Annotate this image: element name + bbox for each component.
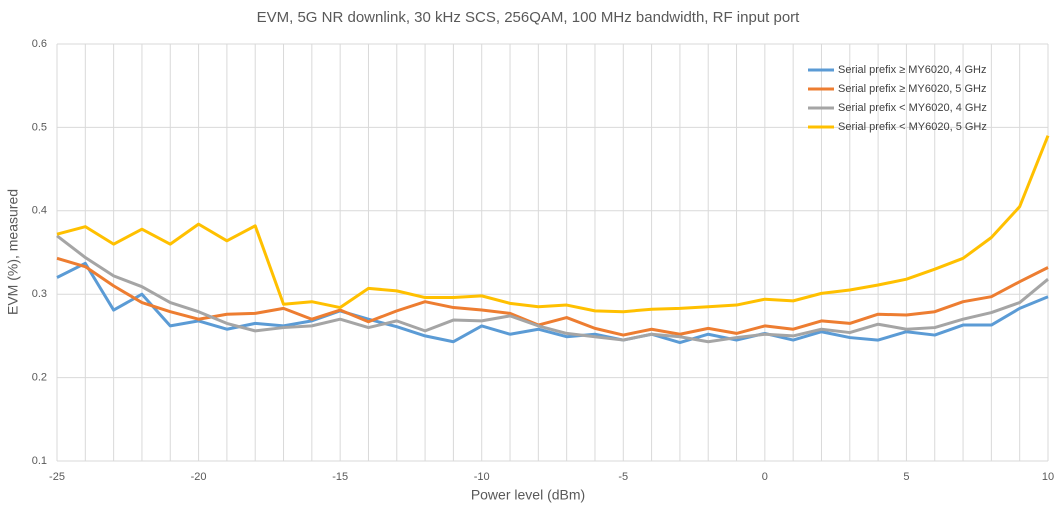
chart-title: EVM, 5G NR downlink, 30 kHz SCS, 256QAM,…: [257, 9, 801, 26]
x-tick-label: -20: [191, 471, 207, 483]
y-tick-label: 0.6: [32, 38, 47, 50]
y-tick-label: 0.3: [32, 288, 47, 300]
x-tick-label: 5: [903, 471, 909, 483]
x-tick-label: -5: [618, 471, 628, 483]
x-axis-label: Power level (dBm): [471, 487, 585, 503]
legend-label: Serial prefix < MY6020, 4 GHz: [838, 102, 987, 114]
legend-label: Serial prefix < MY6020, 5 GHz: [838, 121, 987, 133]
x-tick-label: -15: [332, 471, 348, 483]
x-tick-label: 0: [762, 471, 768, 483]
y-tick-label: 0.1: [32, 455, 47, 467]
series-line: [56, 261, 1049, 345]
y-tick-label: 0.2: [32, 372, 47, 384]
y-tick-label: 0.5: [32, 121, 47, 133]
y-tick-label: 0.4: [32, 205, 47, 217]
x-tick-label: -10: [474, 471, 490, 483]
y-axis-label: EVM (%), measured: [5, 189, 21, 315]
x-tick-label: 10: [1042, 471, 1054, 483]
series-line: [56, 135, 1050, 314]
legend-label: Serial prefix ≥ MY6020, 5 GHz: [838, 83, 986, 95]
x-tick-label: -25: [49, 471, 65, 483]
series-line: [56, 256, 1049, 337]
legend-label: Serial prefix ≥ MY6020, 4 GHz: [838, 64, 986, 76]
series-line: [56, 234, 1049, 344]
